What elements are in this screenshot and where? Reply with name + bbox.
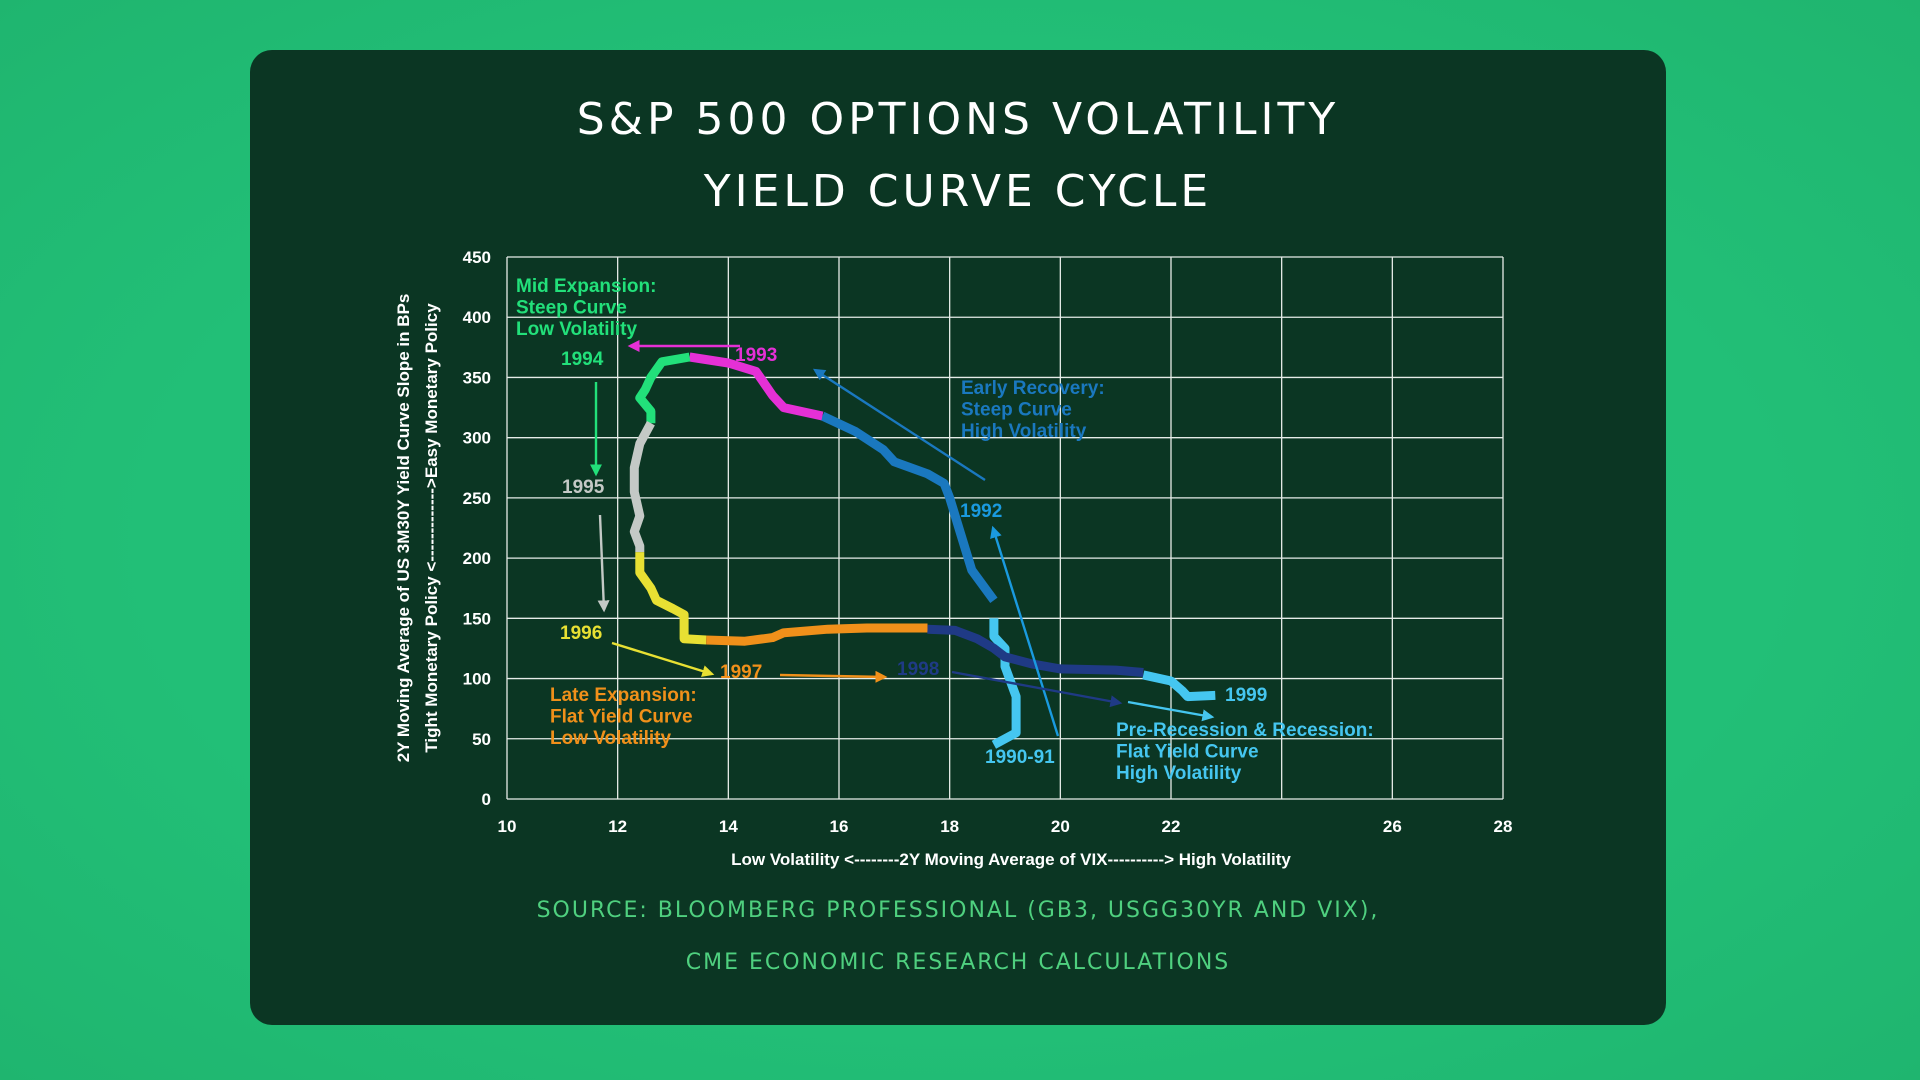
annotation-early-recovery-line: Early Recovery: (961, 378, 1105, 399)
year-label-1993: 1993 (735, 345, 777, 366)
source-line1: SOURCE: BLOOMBERG PROFESSIONAL (GB3, USG… (536, 898, 1380, 923)
annotation-early-recovery-line: High Volatility (961, 421, 1087, 442)
chart-title-line2: YIELD CURVE CYCLE (703, 166, 1213, 217)
year-label-1990-91: 1990-91 (985, 747, 1055, 768)
y-tick-label: 150 (463, 609, 491, 628)
source-line2: CME ECONOMIC RESEARCH CALCULATIONS (685, 950, 1231, 975)
y-tick-label: 250 (463, 489, 491, 508)
chart-card: S&P 500 OPTIONS VOLATILITY YIELD CURVE C… (250, 50, 1666, 1025)
x-tick-label: 10 (498, 817, 517, 836)
series-line-1996 (635, 552, 707, 645)
annotation-mid-expansion-line: Mid Expansion: (516, 276, 656, 297)
year-label-1994: 1994 (561, 349, 604, 370)
series-line-1994 (635, 352, 691, 424)
annotation-late-expansion-line: Flat Yield Curve (550, 707, 693, 728)
annotation-arrow (611, 641, 715, 677)
annotation-late-expansion-line: Late Expansion: (550, 685, 697, 706)
x-tick-label: 14 (719, 817, 738, 836)
annotation-pre-recession-line: Flat Yield Curve (1116, 742, 1259, 763)
year-label-1999: 1999 (1225, 685, 1267, 706)
year-label-1998: 1998 (897, 659, 939, 680)
annotation-late-expansion-line: Low Volatility (550, 728, 671, 749)
x-axis-label: Low Volatility <--------2Y Moving Averag… (731, 850, 1291, 869)
y-tick-label: 0 (482, 790, 491, 809)
series-line-1992 (820, 411, 998, 603)
series-line-1999 (1142, 670, 1216, 702)
annotation-arrow (779, 670, 888, 683)
x-tick-label: 28 (1494, 817, 1513, 836)
y-tick-label: 50 (472, 730, 491, 749)
y-tick-label: 100 (463, 670, 491, 689)
annotation-arrow (597, 514, 610, 613)
annotation-mid-expansion-line: Steep Curve (516, 298, 627, 319)
x-tick-label: 16 (830, 817, 849, 836)
x-tick-label: 18 (940, 817, 959, 836)
year-label-1997: 1997 (720, 662, 762, 683)
x-tick-label: 22 (1162, 817, 1181, 836)
series-line-1990-91 (989, 618, 1021, 749)
y-tick-label: 300 (463, 429, 491, 448)
annotation-arrow (1127, 700, 1215, 722)
annotation-arrow (951, 670, 1123, 708)
y-tick-label: 450 (463, 248, 491, 267)
annotation-arrow (812, 368, 986, 482)
annotation-pre-recession-line: High Volatility (1116, 763, 1242, 784)
yield-curve-chart: 1994 1993 1995 1992 1996 1997 1998 1999 1990-91 M… (394, 248, 1513, 869)
chart-title-line1: S&P 500 OPTIONS VOLATILITY (576, 94, 1340, 145)
series-line-1993 (688, 352, 824, 421)
annotation-mid-expansion-line: Low Volatility (516, 319, 637, 340)
year-label-1995: 1995 (562, 477, 605, 498)
y-tick-label: 350 (463, 368, 491, 387)
y-axis-label-line2: Tight Monetary Policy <------------->Eas… (422, 303, 441, 753)
y-tick-label: 200 (463, 549, 491, 568)
x-tick-label: 12 (608, 817, 627, 836)
x-tick-label: 20 (1051, 817, 1070, 836)
annotation-pre-recession-line: Pre-Recession & Recession: (1116, 720, 1374, 741)
y-axis-label-line1: 2Y Moving Average of US 3M30Y Yield Curv… (394, 294, 413, 763)
year-label-1992: 1992 (960, 501, 1002, 522)
year-label-1996: 1996 (560, 623, 602, 644)
annotation-arrow (990, 525, 1060, 737)
series-line-1998 (927, 624, 1144, 677)
y-tick-label: 400 (463, 308, 491, 327)
x-tick-label: 26 (1383, 817, 1402, 836)
series-line-1995 (629, 421, 655, 553)
series-line-1997 (706, 623, 928, 646)
annotation-early-recovery-line: Steep Curve (961, 400, 1072, 421)
